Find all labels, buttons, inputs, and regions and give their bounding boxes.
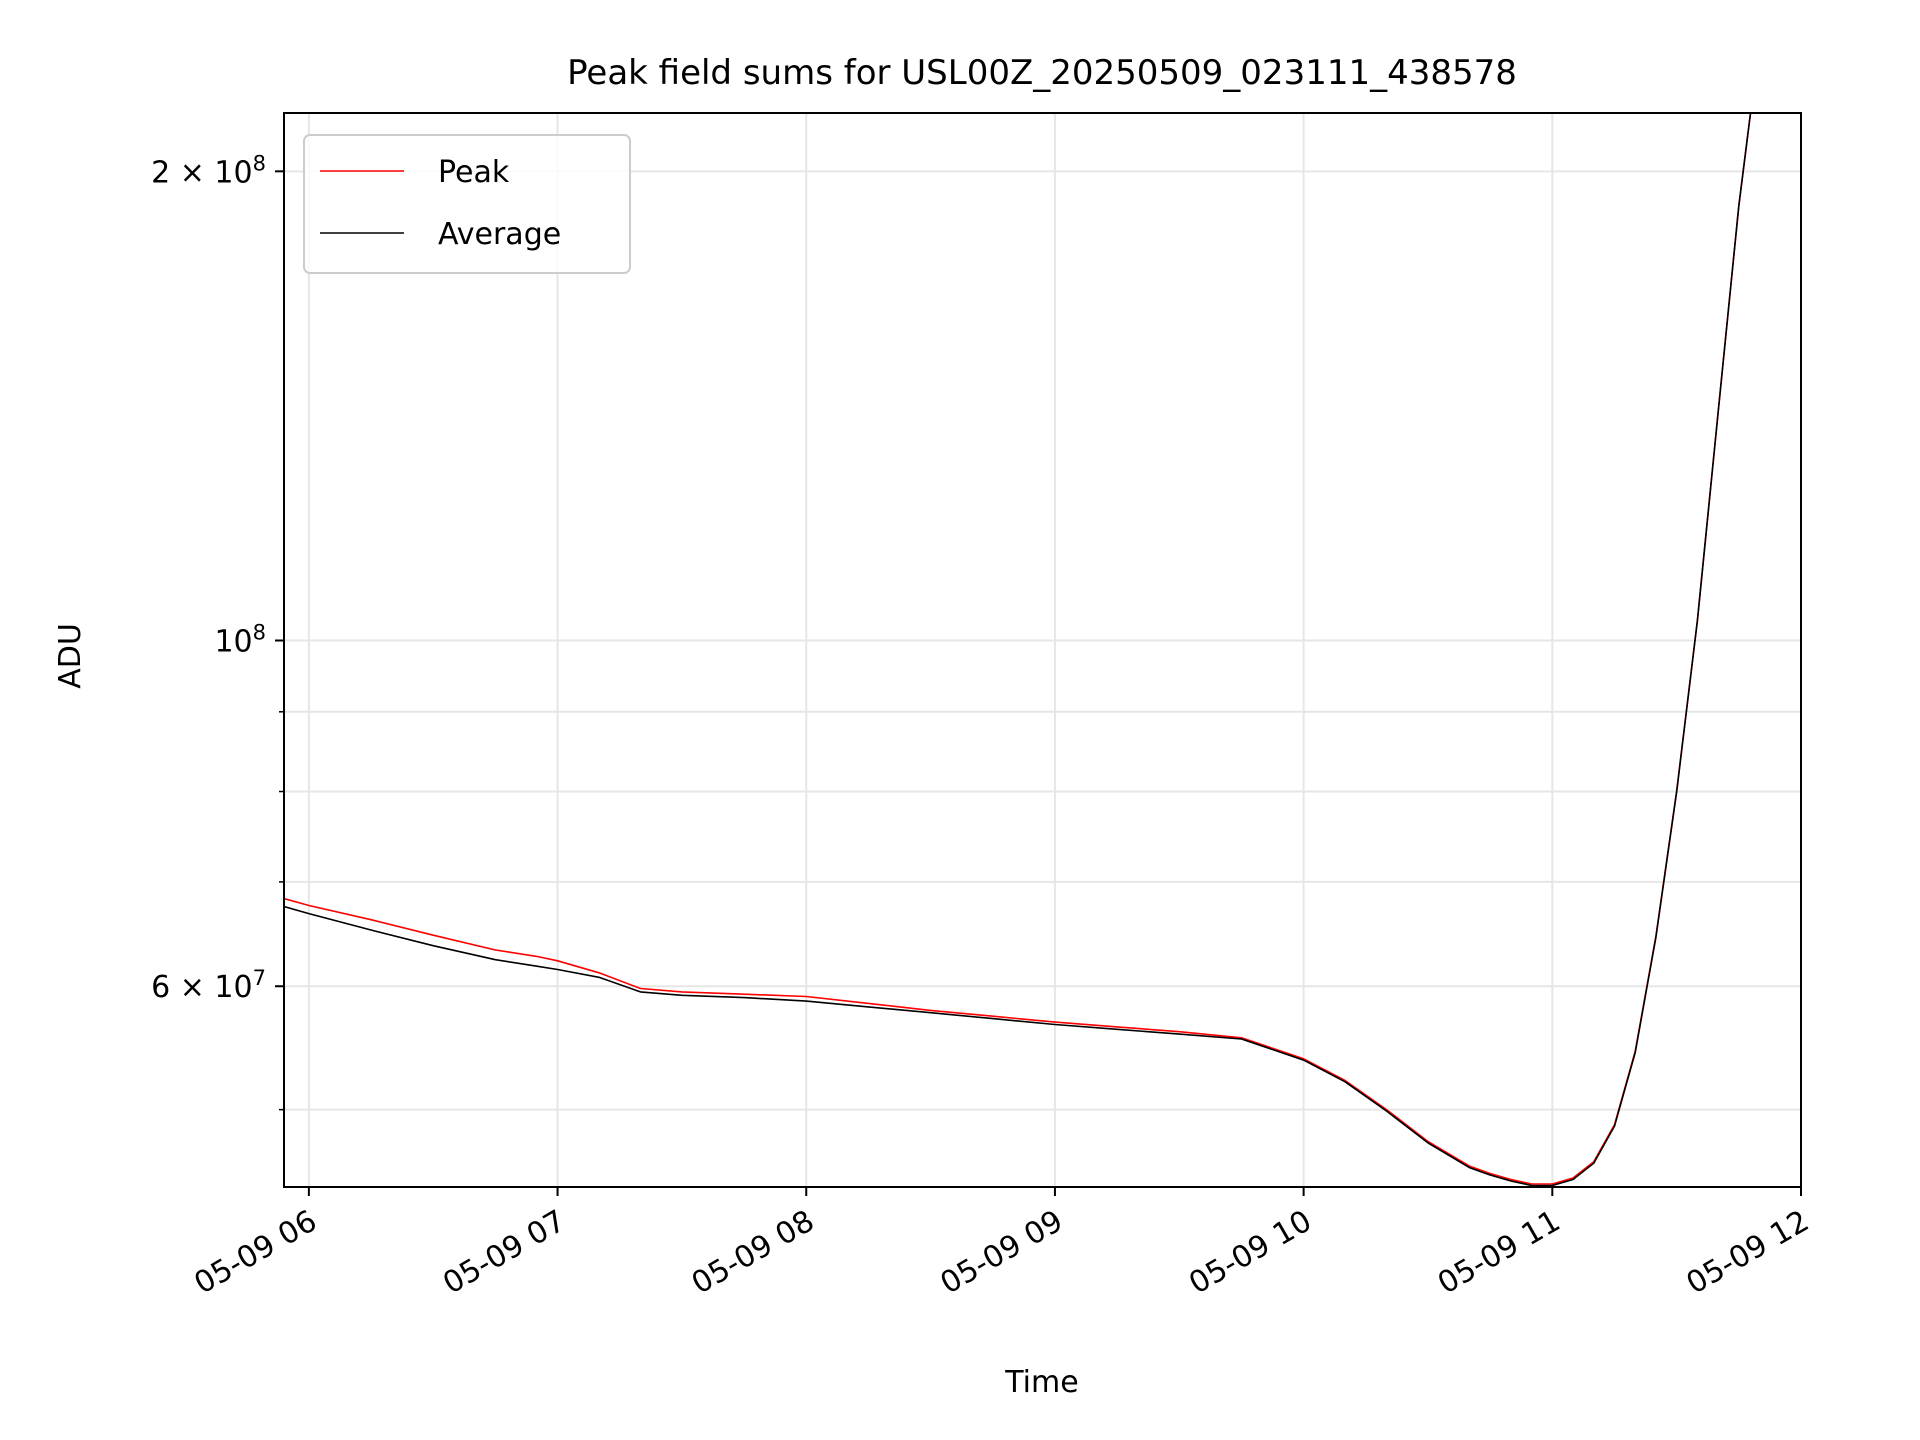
x-tick-label: 05-09 07	[437, 1204, 571, 1302]
y-tick-label: 6 × 107	[151, 966, 266, 1005]
x-axis-ticks: 05-09 06 05-09 07 05-09 08 05-09 09 05-09 10…	[189, 1187, 1815, 1301]
y-tick-label: 108	[214, 620, 266, 659]
legend: Peak Average	[303, 134, 631, 274]
x-tick-label: 05-09 10	[1183, 1204, 1317, 1302]
x-tick-label: 05-09 06	[189, 1204, 323, 1302]
y-axis-label: ADU	[53, 623, 88, 689]
legend-label-peak: Peak	[438, 155, 510, 190]
series-line-average	[284, 113, 1752, 1187]
chart-title: Peak field sums for USL00Z_20250509_0231…	[567, 53, 1517, 93]
x-tick-label: 05-09 12	[1681, 1204, 1815, 1302]
y-tick-label: 2 × 108	[151, 151, 266, 190]
series-lines	[284, 113, 1752, 1187]
y-axis-ticks: 6 × 107 108 2 × 108	[151, 151, 284, 1111]
x-axis-label: Time	[1004, 1365, 1078, 1400]
x-tick-label: 05-09 08	[686, 1204, 820, 1302]
legend-label-average: Average	[438, 217, 561, 252]
plot-frame	[283, 112, 1802, 1188]
x-tick-label: 05-09 11	[1432, 1204, 1566, 1302]
legend-box	[303, 134, 631, 274]
x-tick-label: 05-09 09	[935, 1204, 1069, 1302]
grid-lines	[284, 113, 1802, 1187]
